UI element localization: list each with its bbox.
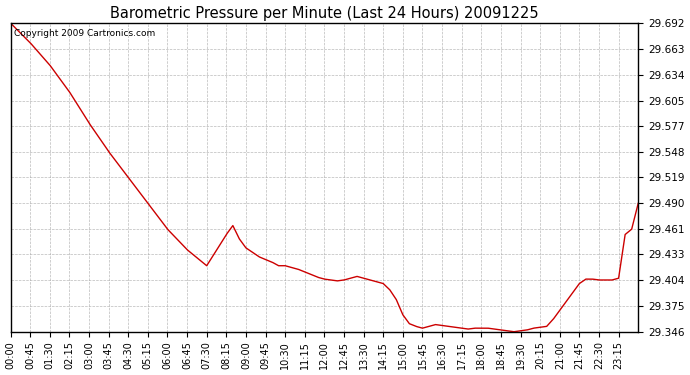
Text: Copyright 2009 Cartronics.com: Copyright 2009 Cartronics.com xyxy=(14,29,155,38)
Title: Barometric Pressure per Minute (Last 24 Hours) 20091225: Barometric Pressure per Minute (Last 24 … xyxy=(110,6,539,21)
